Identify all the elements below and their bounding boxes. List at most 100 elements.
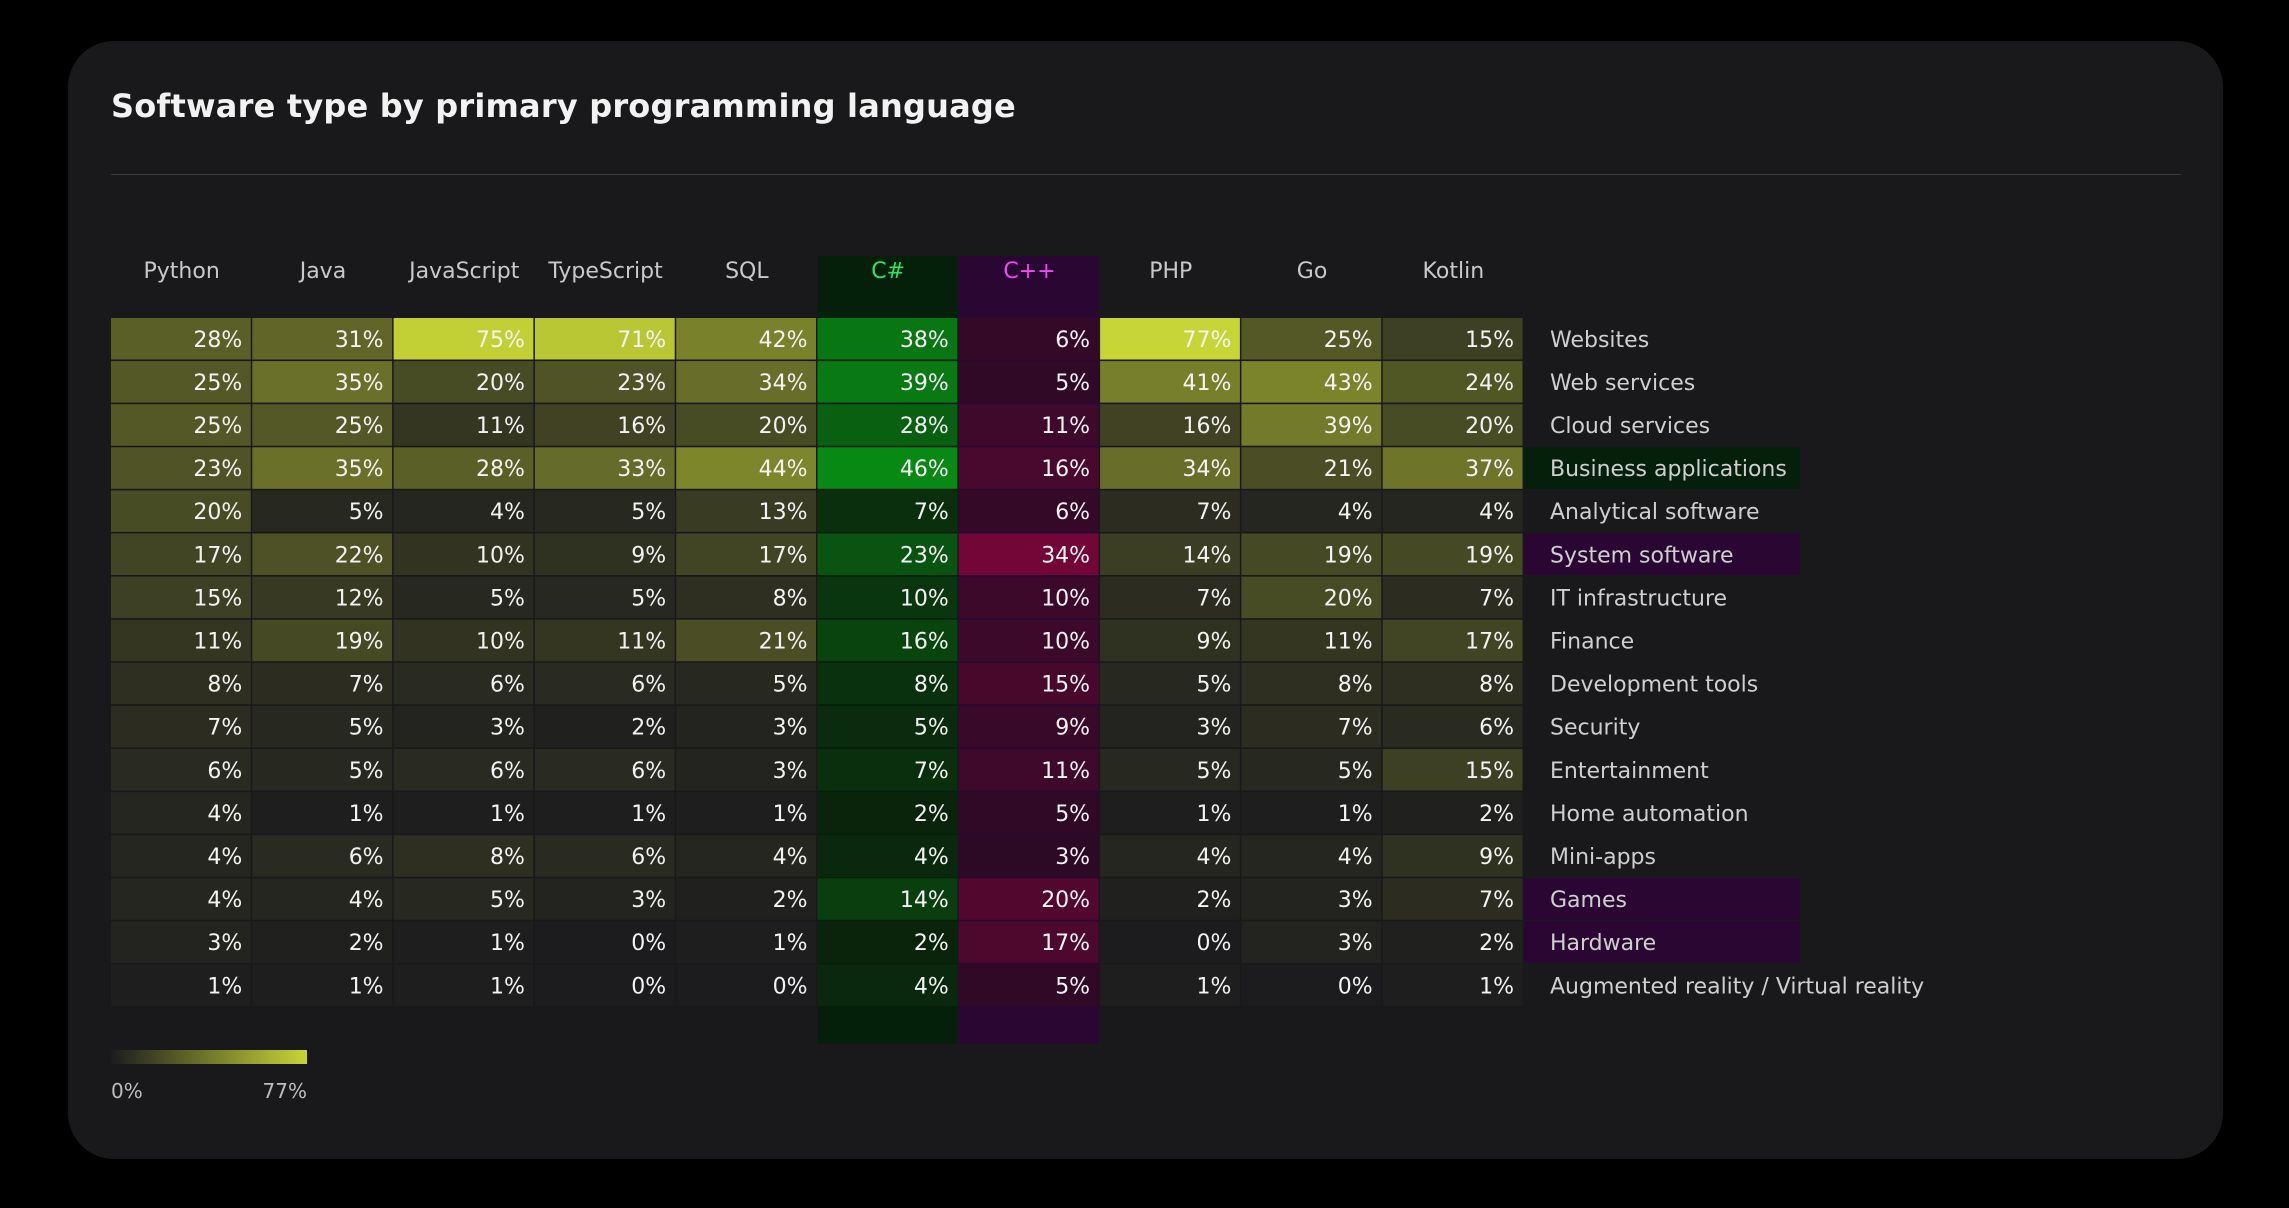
cell-value-label: 5% xyxy=(349,759,384,784)
heatmap-cell xyxy=(111,878,251,920)
heatmap-cell xyxy=(534,361,675,403)
heatmap-cell xyxy=(393,318,534,360)
row-label: Finance xyxy=(1550,629,1634,654)
cell-value-label: 37% xyxy=(1465,457,1514,482)
cell-value-label: 25% xyxy=(193,414,242,439)
heatmap-cell xyxy=(252,576,393,619)
heatmap-cell xyxy=(1100,490,1240,532)
cell-value-label: 5% xyxy=(914,716,949,741)
heatmap-cell xyxy=(393,792,534,834)
cell-value-label: 0% xyxy=(631,974,666,999)
cell-value-label: 0% xyxy=(773,974,808,999)
cell-value-label: 10% xyxy=(1041,629,1090,654)
cell-value-label: 9% xyxy=(1055,716,1090,741)
cell-value-label: 2% xyxy=(1479,931,1514,956)
cell-value-label: 19% xyxy=(1465,543,1514,568)
cell-value-label: 6% xyxy=(490,673,525,698)
cell-value-label: 12% xyxy=(335,586,384,611)
heatmap-cell xyxy=(676,533,816,575)
heatmap-cell xyxy=(252,792,393,834)
heatmap-cell xyxy=(111,533,251,575)
heatmap-cell xyxy=(676,921,816,963)
cell-value-label: 6% xyxy=(1055,328,1090,353)
row-label: Web services xyxy=(1550,371,1695,396)
heatmap-cell xyxy=(1382,404,1523,446)
cell-value-label: 17% xyxy=(759,543,808,568)
heatmap-cell xyxy=(958,619,1099,662)
heatmap-cell xyxy=(111,576,251,619)
cell-value-label: 5% xyxy=(1055,974,1090,999)
heatmap-cell xyxy=(111,921,251,963)
cell-value-label: 20% xyxy=(1465,414,1514,439)
cell-value-label: 14% xyxy=(1182,543,1231,568)
cell-value-label: 7% xyxy=(207,716,242,741)
heatmap-cell xyxy=(393,404,534,446)
heatmap-cell xyxy=(958,490,1099,532)
heatmap-cell xyxy=(676,964,816,1006)
cell-value-label: 1% xyxy=(349,974,384,999)
heatmap-cell xyxy=(1382,361,1523,403)
heatmap-cell xyxy=(111,662,251,705)
heatmap-cell xyxy=(676,878,816,920)
column-header: C++ xyxy=(1003,259,1055,284)
row-label: Security xyxy=(1550,716,1640,741)
cell-value-label: 28% xyxy=(476,457,525,482)
cell-value-label: 24% xyxy=(1465,371,1514,396)
cell-value-label: 17% xyxy=(1465,629,1514,654)
cell-value-label: 4% xyxy=(914,845,949,870)
heatmap-cell xyxy=(1241,404,1382,446)
cell-value-label: 15% xyxy=(193,586,242,611)
cell-value-label: 14% xyxy=(900,888,949,913)
heatmap-cell xyxy=(1100,921,1240,963)
cell-value-label: 11% xyxy=(1041,414,1090,439)
heatmap-cell xyxy=(534,576,675,619)
heatmap-cell xyxy=(676,404,816,446)
cell-value-label: 16% xyxy=(900,629,949,654)
cell-value-label: 2% xyxy=(349,931,384,956)
heatmap-cell xyxy=(111,318,251,360)
heatmap-cell xyxy=(676,447,816,489)
row-label: Business applications xyxy=(1550,457,1787,482)
heatmap-cell xyxy=(1241,792,1382,834)
heatmap-cell xyxy=(676,318,816,360)
heatmap-cell xyxy=(817,878,958,920)
cell-value-label: 6% xyxy=(207,759,242,784)
legend-max-label: 77% xyxy=(263,1079,307,1103)
heatmap-cell xyxy=(817,619,958,662)
cell-value-label: 2% xyxy=(1479,802,1514,827)
heatmap-cell xyxy=(1100,964,1240,1006)
cell-value-label: 6% xyxy=(631,759,666,784)
cell-value-label: 1% xyxy=(1338,802,1373,827)
heatmap-cell xyxy=(252,318,393,360)
heatmap-cell xyxy=(534,835,675,877)
cell-value-label: 6% xyxy=(349,845,384,870)
cell-value-label: 4% xyxy=(207,888,242,913)
heatmap-cell xyxy=(1100,318,1240,360)
heatmap-cell xyxy=(252,619,393,662)
heatmap-cell xyxy=(958,792,1099,834)
cell-value-label: 10% xyxy=(900,586,949,611)
heatmap-cell xyxy=(676,619,816,662)
cell-value-label: 7% xyxy=(1196,586,1231,611)
cell-value-label: 5% xyxy=(349,500,384,525)
cell-value-label: 3% xyxy=(631,888,666,913)
heatmap-cell xyxy=(393,533,534,575)
heatmap-cell xyxy=(1382,835,1523,877)
heatmap-cell xyxy=(676,835,816,877)
cell-value-label: 34% xyxy=(1041,543,1090,568)
cell-value-label: 4% xyxy=(914,974,949,999)
cell-value-label: 5% xyxy=(349,716,384,741)
heatmap-cell xyxy=(676,576,816,619)
column-header: JavaScript xyxy=(407,259,520,284)
cell-value-label: 2% xyxy=(773,888,808,913)
cell-value-label: 7% xyxy=(1479,586,1514,611)
row-label: Development tools xyxy=(1550,673,1758,698)
heatmap-cell xyxy=(1241,533,1382,575)
cell-value-label: 7% xyxy=(914,500,949,525)
cell-value-label: 5% xyxy=(490,586,525,611)
cell-value-label: 3% xyxy=(1338,931,1373,956)
heatmap-cell xyxy=(534,878,675,920)
cell-value-label: 10% xyxy=(476,629,525,654)
heatmap-cell xyxy=(817,404,958,446)
